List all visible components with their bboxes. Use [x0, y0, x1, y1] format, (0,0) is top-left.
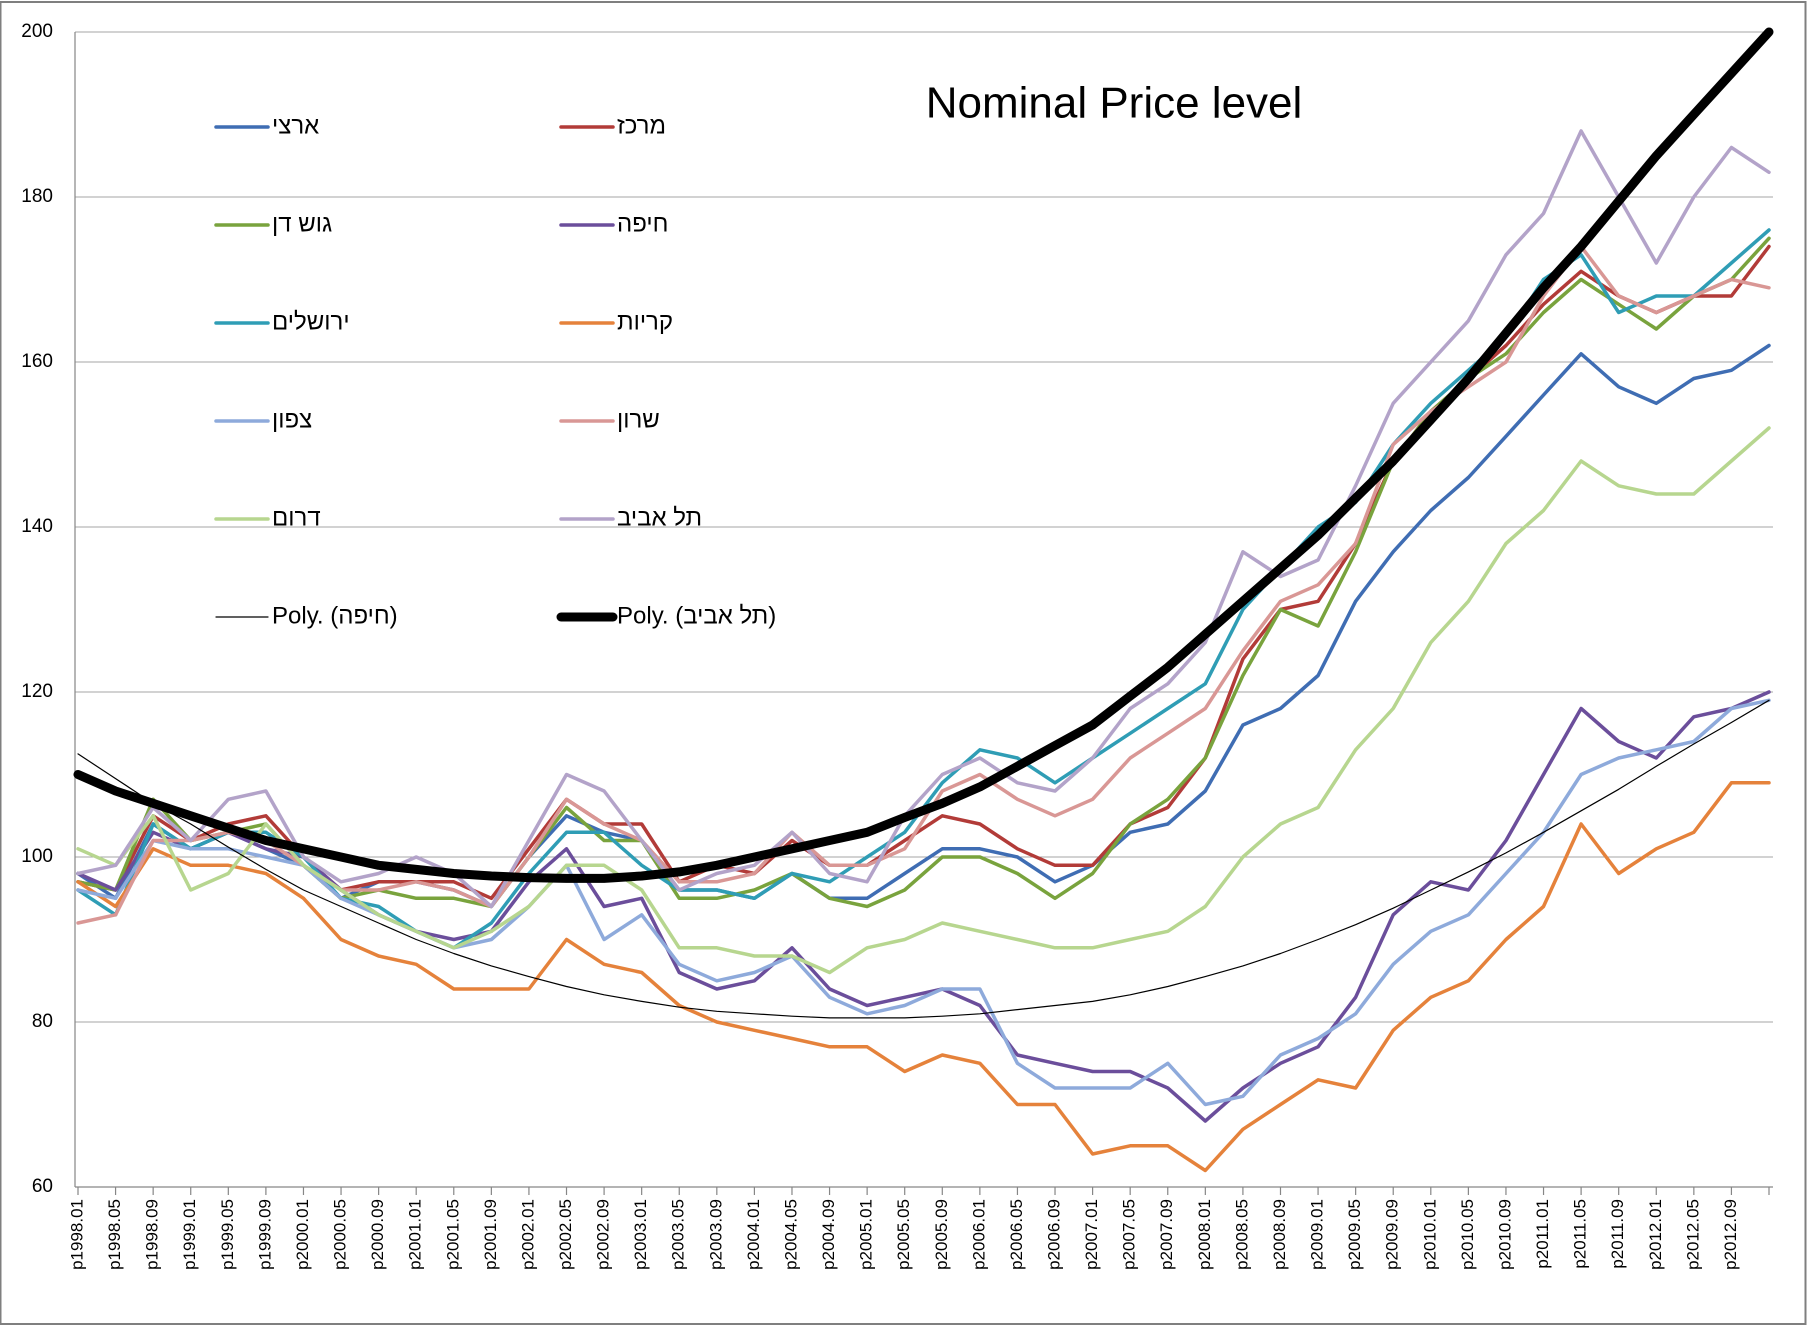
x-tick-label: p1999.09	[255, 1199, 274, 1270]
x-tick-label: p2007.09	[1157, 1199, 1176, 1270]
x-tick-label: p2002.01	[518, 1199, 537, 1270]
x-tick-label: p2005.01	[857, 1199, 876, 1270]
series-line	[73, 27, 1774, 883]
legend-label: צפון	[272, 406, 312, 433]
x-tick-label: p2007.05	[1120, 1199, 1139, 1270]
series-line	[77, 699, 1770, 1019]
y-tick-label: 140	[21, 516, 53, 537]
x-tick-label: p2011.01	[1533, 1199, 1552, 1269]
x-tick-label: p1998.01	[67, 1199, 86, 1270]
legend-label: קריות	[617, 308, 673, 335]
x-tick-label: p2010.09	[1495, 1199, 1514, 1270]
x-tick-label: p2004.09	[819, 1199, 838, 1270]
legend-label: דרום	[272, 504, 321, 531]
x-tick-label: p1998.05	[105, 1199, 124, 1270]
legend-label: Poly. (חיפה)	[272, 602, 398, 629]
x-tick-label: p2008.01	[1195, 1199, 1214, 1270]
chart-title: Nominal Price level	[926, 79, 1303, 128]
legend-label: מרכז	[617, 112, 666, 139]
x-tick-label: p1998.09	[143, 1199, 162, 1270]
x-tick-label: p2003.05	[669, 1199, 688, 1270]
x-tick-label: p2009.09	[1383, 1199, 1402, 1270]
series-line	[76, 236, 1771, 909]
series-line	[76, 426, 1771, 975]
y-tick-label: 100	[21, 846, 53, 867]
y-tick-label: 120	[21, 681, 53, 702]
x-tick-label: p2003.09	[706, 1199, 725, 1270]
x-tick-label: p2002.05	[556, 1199, 575, 1270]
x-tick-label: p2001.01	[406, 1199, 425, 1270]
x-tick-label: p2011.05	[1571, 1199, 1590, 1269]
x-tick-label: p2000.05	[331, 1199, 350, 1270]
legend-label: גוש דן	[272, 210, 332, 237]
x-tick-label: p2010.01	[1420, 1199, 1439, 1270]
x-tick-label: p2011.09	[1608, 1199, 1627, 1269]
y-tick-label: 160	[21, 351, 53, 372]
legend-label: חיפה	[617, 210, 668, 237]
legend-label: שרון	[617, 406, 660, 433]
x-tick-label: p2004.05	[781, 1199, 800, 1270]
x-tick-label: p2006.01	[969, 1199, 988, 1270]
y-tick-label: 180	[21, 186, 53, 207]
x-tick-label: p2009.05	[1345, 1199, 1364, 1270]
series-line	[76, 244, 1771, 925]
x-tick-label: p1999.05	[218, 1199, 237, 1270]
x-tick-label: p2006.09	[1045, 1199, 1064, 1270]
y-tick-label: 200	[21, 21, 53, 42]
x-tick-label: p2010.05	[1458, 1199, 1477, 1270]
x-tick-label: p2008.05	[1232, 1199, 1251, 1270]
x-tick-label: p1999.01	[180, 1199, 199, 1270]
x-tick-label: p2000.01	[293, 1199, 312, 1270]
x-tick-label: p2005.09	[932, 1199, 951, 1270]
y-tick-label: 80	[32, 1011, 53, 1032]
x-tick-label: p2006.05	[1007, 1199, 1026, 1270]
x-tick-label: p2002.09	[594, 1199, 613, 1270]
x-tick-label: p2003.01	[631, 1199, 650, 1270]
x-tick-label: p2004.01	[744, 1199, 763, 1270]
x-tick-label: p2008.09	[1270, 1199, 1289, 1270]
x-tick-label: p2012.01	[1646, 1199, 1665, 1270]
x-tick-label: p2001.05	[443, 1199, 462, 1270]
x-tick-label: p2001.09	[481, 1199, 500, 1270]
legend-label: Poly. (תל אביב)	[617, 602, 776, 629]
series-line	[76, 781, 1771, 1173]
y-tick-label: 60	[32, 1176, 53, 1197]
legend-label: תל אביב	[617, 504, 702, 531]
legend-label: ארצי	[272, 112, 319, 139]
x-tick-label: p2000.09	[368, 1199, 387, 1270]
x-tick-label: p2012.09	[1721, 1199, 1740, 1270]
series-line	[76, 690, 1771, 1123]
series-line	[76, 129, 1771, 909]
x-tick-label: p2012.05	[1683, 1199, 1702, 1270]
x-tick-label: p2005.05	[894, 1199, 913, 1270]
legend-label: ירושלים	[272, 308, 350, 335]
x-tick-label: p2007.01	[1082, 1199, 1101, 1270]
x-tick-label: p2009.01	[1308, 1199, 1327, 1270]
series-line	[76, 698, 1771, 1107]
